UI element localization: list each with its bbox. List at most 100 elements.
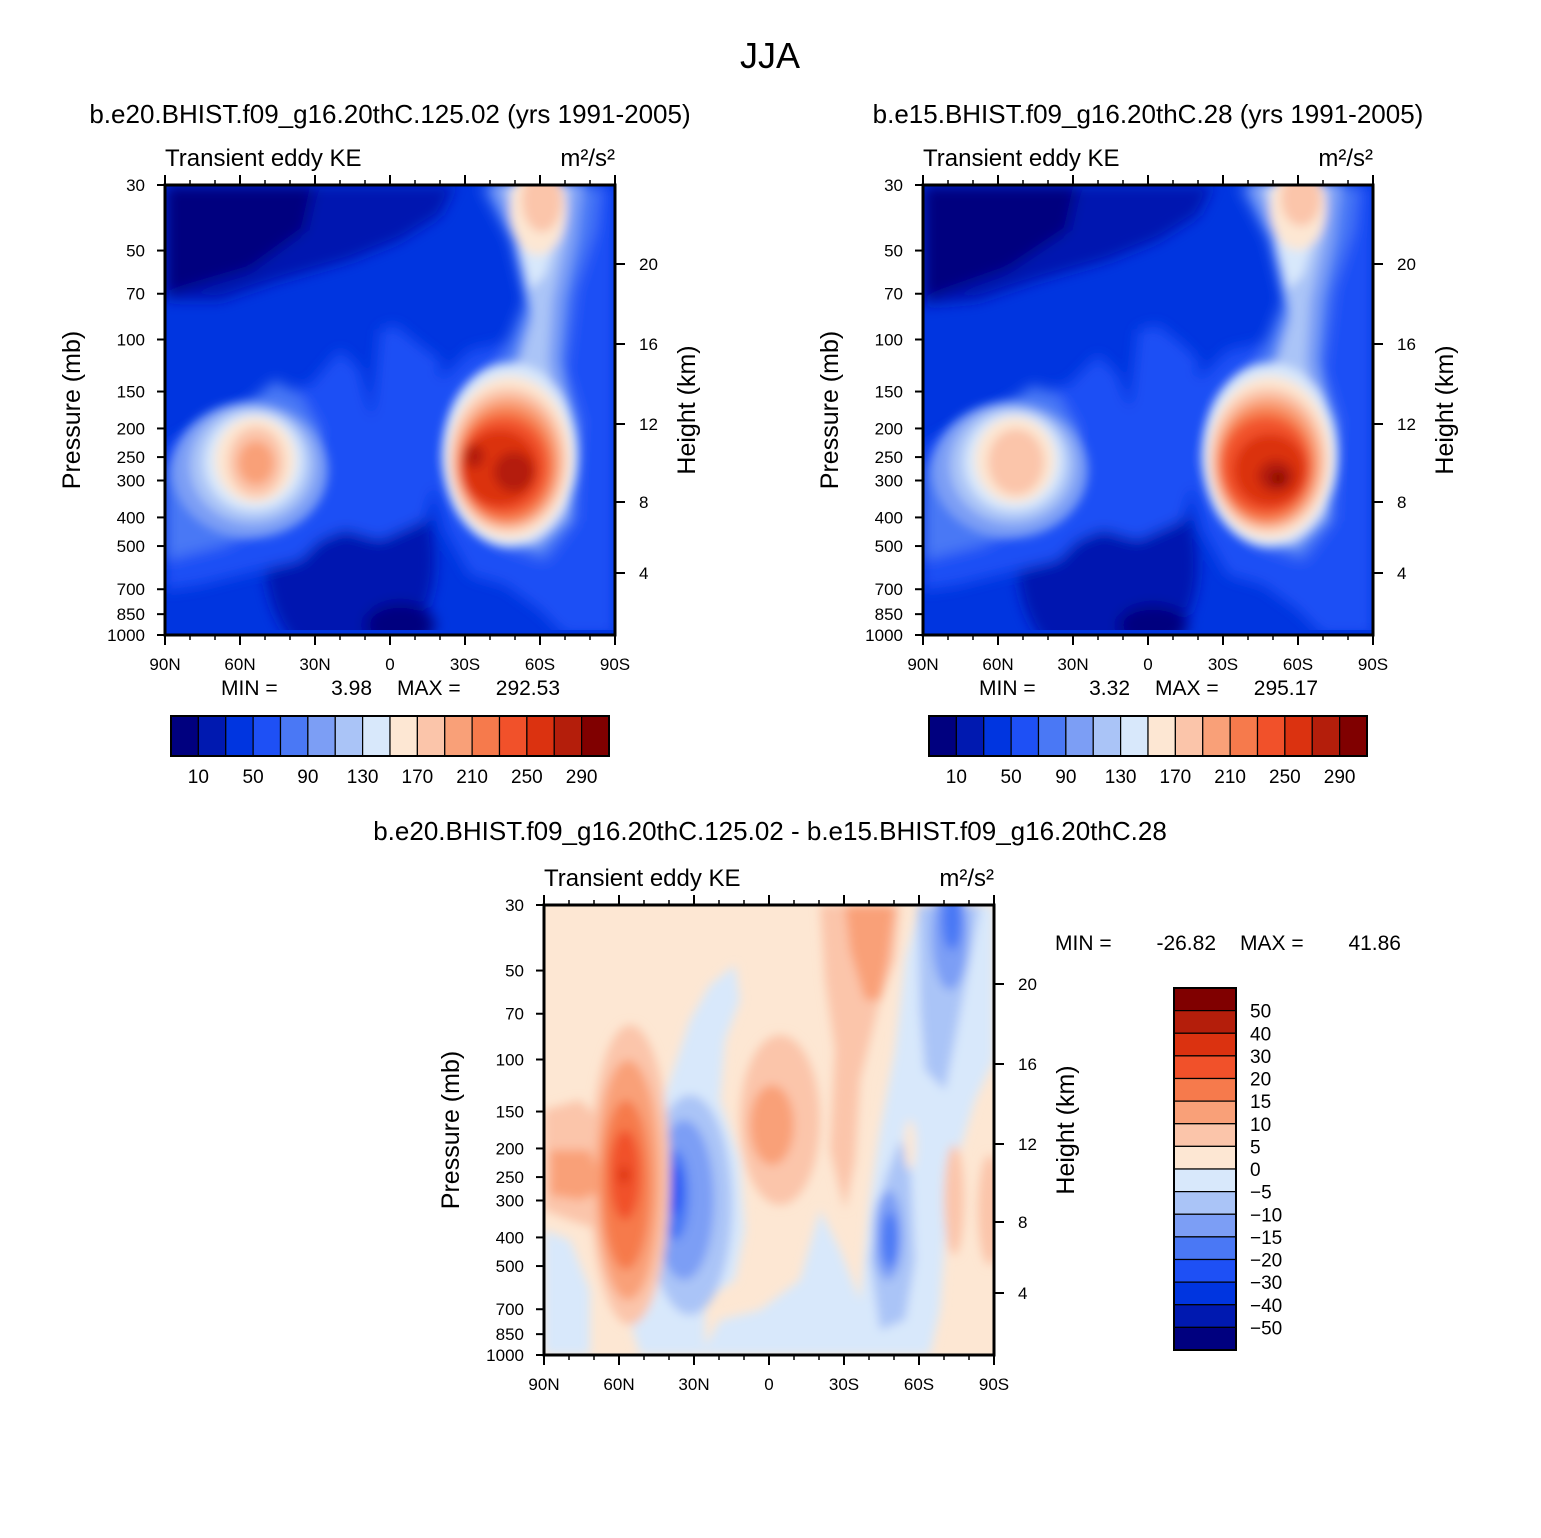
- panel-3-min-value: -26.82: [1156, 932, 1216, 955]
- y-tick-label: 250: [496, 1168, 524, 1187]
- colorbar-swatch: [416, 715, 446, 757]
- colorbar-swatch: [1173, 1236, 1237, 1261]
- panel-2-right-axis-label: Height (km): [1431, 345, 1459, 474]
- colorbar-swatch: [1173, 1010, 1237, 1034]
- panel-1-right-axis-label: Height (km): [673, 345, 701, 474]
- y-tick-label: 500: [875, 537, 903, 556]
- panel-3-max-value: 41.86: [1348, 932, 1401, 955]
- y-tick-label: 300: [117, 471, 145, 490]
- panel-3-max-label: MAX =: [1240, 932, 1304, 955]
- colorbar-label: 170: [402, 767, 434, 788]
- colorbar-swatch: [1173, 1145, 1237, 1170]
- panel-2: b.e15.BHIST.f09_g16.20thC.28 (yrs 1991-2…: [816, 99, 1459, 788]
- colorbar-swatch: [1256, 715, 1286, 757]
- y-tick-label: 1000: [107, 626, 145, 645]
- colorbar-swatch: [197, 715, 227, 757]
- colorbar-label: 0: [1250, 1160, 1261, 1181]
- x-tick-label: 60N: [982, 655, 1013, 674]
- colorbar-label: 50: [243, 767, 264, 788]
- panel-3-variable-label: Transient eddy KE: [544, 865, 741, 892]
- x-tick-label: 30S: [450, 655, 480, 674]
- panel-2-colorbar: 10 50 90 130 170 210 250 290: [928, 715, 1368, 788]
- panel-3-stats: MIN = -26.82 MAX = 41.86: [1055, 932, 1401, 955]
- colorbar-frame: [1173, 987, 1237, 1351]
- panel-1-min-label: MIN =: [221, 677, 278, 700]
- panel-2-min-label: MIN =: [979, 677, 1036, 700]
- panel-1-colorbar: 10 50 90 130 170 210 250 290: [170, 715, 610, 788]
- colorbar-frame: [170, 715, 610, 757]
- panel-2-stats: MIN = 3.32 MAX = 295.17: [979, 677, 1318, 700]
- y-tick-label: 200: [496, 1139, 524, 1158]
- colorbar-frame: [928, 715, 1368, 757]
- y-tick-label: 50: [505, 962, 524, 981]
- y-tick-label: 300: [496, 1191, 524, 1210]
- y-tick-label: 100: [496, 1051, 524, 1070]
- colorbar-swatch: [252, 715, 282, 757]
- colorbar-swatch: [1202, 715, 1231, 757]
- right-tick-label: 16: [639, 335, 658, 354]
- panel-2-max-label: MAX =: [1155, 677, 1219, 700]
- panel-3-axes: 305070100150200250300400500700850100090N…: [486, 895, 1037, 1394]
- y-tick-label: 70: [505, 1005, 524, 1024]
- panel-1-units-label: m²/s²: [560, 145, 615, 172]
- right-tick-label: 4: [1018, 1284, 1027, 1303]
- panel-3-right-axis-label: Height (km): [1052, 1065, 1080, 1194]
- x-tick-label: 0: [385, 655, 394, 674]
- panel-1-y-axis-label: Pressure (mb): [58, 331, 86, 489]
- panel-2-units-label: m²/s²: [1318, 145, 1373, 172]
- colorbar-swatch: [1173, 987, 1237, 1012]
- colorbar-label: −30: [1250, 1273, 1282, 1294]
- x-tick-label: 60S: [904, 1375, 934, 1394]
- y-tick-label: 400: [117, 508, 145, 527]
- colorbar-label: 10: [188, 767, 209, 788]
- y-tick-label: 250: [875, 448, 903, 467]
- right-tick-label: 20: [639, 255, 658, 274]
- y-tick-label: 150: [117, 383, 145, 402]
- colorbar-label: 20: [1250, 1070, 1271, 1091]
- colorbar-label: 30: [1250, 1047, 1271, 1068]
- y-tick-label: 1000: [486, 1346, 524, 1365]
- colorbar-swatch: [1120, 715, 1149, 757]
- colorbar-swatch: [1092, 715, 1122, 757]
- panel-3-y-axis-label: Pressure (mb): [437, 1051, 465, 1209]
- y-tick-label: 150: [875, 383, 903, 402]
- x-tick-label: 30S: [1208, 655, 1238, 674]
- right-tick-label: 4: [639, 564, 648, 583]
- right-tick-label: 12: [1397, 415, 1416, 434]
- colorbar-label: −20: [1250, 1251, 1282, 1272]
- colorbar-swatch: [1173, 1123, 1237, 1147]
- colorbar-swatch: [471, 715, 501, 757]
- x-tick-label: 90N: [907, 655, 938, 674]
- colorbar-swatch: [1229, 715, 1259, 757]
- colorbar-label: −50: [1250, 1318, 1282, 1339]
- y-tick-label: 850: [875, 605, 903, 624]
- x-tick-label: 60S: [525, 655, 555, 674]
- colorbar-swatch: [553, 715, 583, 757]
- colorbar-swatch: [1037, 715, 1067, 757]
- panel-2-max-value: 295.17: [1254, 677, 1318, 700]
- x-tick-label: 30N: [299, 655, 330, 674]
- y-tick-label: 250: [117, 448, 145, 467]
- colorbar-swatch: [1173, 1281, 1237, 1306]
- panel-3-title: b.e20.BHIST.f09_g16.20thC.125.02 - b.e15…: [373, 816, 1167, 846]
- y-tick-label: 100: [875, 331, 903, 350]
- panel-3-contour-field: [544, 905, 994, 1355]
- x-tick-label: 30N: [1057, 655, 1088, 674]
- x-tick-label: 90N: [149, 655, 180, 674]
- colorbar-label: 90: [1055, 767, 1076, 788]
- right-tick-label: 20: [1018, 975, 1037, 994]
- colorbar-label: 210: [1214, 767, 1246, 788]
- panel-1-min-value: 3.98: [331, 677, 372, 700]
- colorbar-swatch: [928, 715, 957, 757]
- y-tick-label: 400: [875, 508, 903, 527]
- panel-2-title: b.e15.BHIST.f09_g16.20thC.28 (yrs 1991-2…: [873, 99, 1424, 129]
- y-tick-label: 700: [117, 580, 145, 599]
- colorbar-swatch: [1173, 1213, 1237, 1238]
- panel-2-contour-field: [923, 185, 1373, 635]
- colorbar-swatch: [1173, 1304, 1237, 1328]
- colorbar-label: 130: [1105, 767, 1137, 788]
- colorbar-label: −5: [1250, 1183, 1272, 1204]
- right-tick-label: 20: [1397, 255, 1416, 274]
- colorbar-label: 5: [1250, 1137, 1261, 1158]
